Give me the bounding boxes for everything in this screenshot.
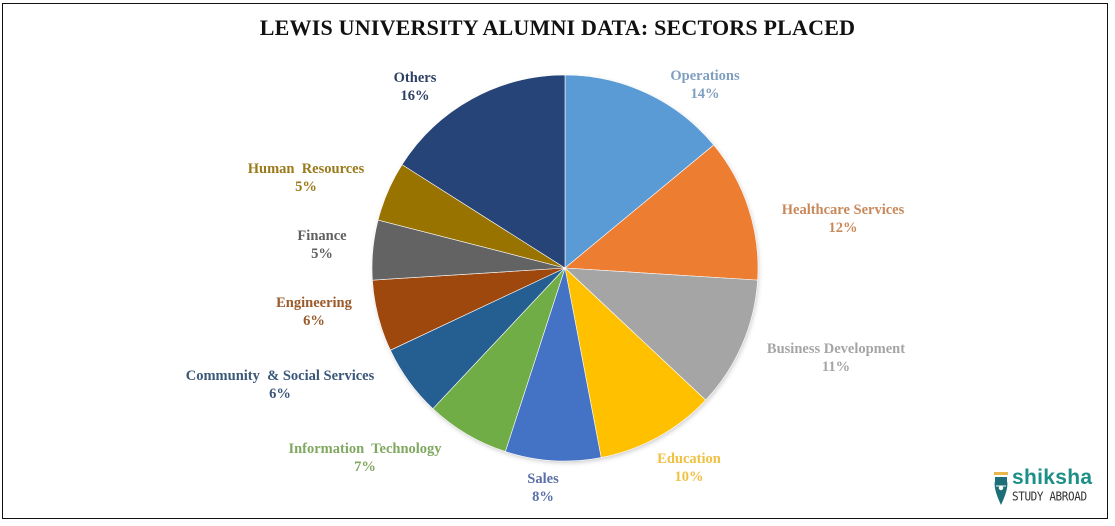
slice-label: Community & Social Services 6% [186,367,374,403]
slice-label-value: 10% [674,469,704,485]
pie-slice-others [401,74,566,269]
pie-slice-operations [564,74,715,269]
slice-label: Others 16% [394,69,437,105]
slice-label-value: 6% [269,386,291,402]
slice-label-name: Finance [297,228,347,244]
slice-label-name: Healthcare Services [781,202,905,218]
logo-wordmark: shiksha [1012,466,1093,489]
slice-label: Education 10% [657,450,721,486]
pie-slice-sales [504,267,602,462]
slice-label-name: Sales [527,471,559,487]
shiksha-logo: shiksha STUDY ABROAD [990,466,1100,510]
slice-label: Human Resources 5% [248,160,365,196]
slice-label-value: 12% [828,220,858,236]
slice-label: Finance 5% [297,227,346,263]
slice-label: Healthcare Services 12% [782,201,905,237]
slice-label-name: Education [657,451,721,467]
slice-label-value: 5% [311,246,333,262]
slice-label: Engineering 6% [276,294,352,330]
chart-title: LEWIS UNIVERSITY ALUMNI DATA: SECTORS PL… [259,15,856,40]
slice-label-value: 11% [821,359,851,375]
slice-label: Information Technology 7% [288,440,441,476]
pie-slice-business-development [564,267,758,401]
slice-label-name: Information Technology [288,441,442,457]
slice-label-value: 16% [400,88,430,104]
slice-label-value: 8% [532,489,554,505]
slice-label: Sales 8% [527,470,558,506]
slice-label-value: 7% [354,459,376,475]
slice-label-name: Others [393,70,437,86]
pie-slice-healthcare-services [564,144,759,281]
slice-label-name: Human Resources [247,161,365,177]
slice-label-name: Engineering [276,295,352,311]
pie-slice-education [564,267,707,458]
slice-label-name: Operations [670,68,740,84]
slice-label-name: Community & Social Services [185,368,375,384]
slice-label-value: 14% [690,86,720,102]
pen-nib-icon [994,472,1008,505]
slice-label-name: Business Development [766,341,906,357]
slice-label-value: 6% [303,313,325,329]
slice-label-value: 5% [295,179,317,195]
slice-label: Operations 14% [670,67,739,103]
slice-label: Business Development 11% [767,340,905,376]
logo-subtitle: STUDY ABROAD [1012,489,1087,504]
